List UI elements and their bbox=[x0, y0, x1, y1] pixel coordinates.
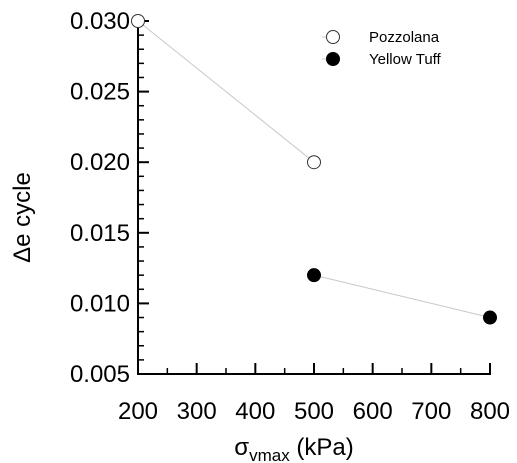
x-axis-title-symbol: σ bbox=[234, 434, 249, 461]
x-axis-title: σvmax (kPa) bbox=[234, 434, 353, 463]
x-axis-title-unit: (kPa) bbox=[290, 434, 354, 461]
x-tick-label: 300 bbox=[177, 398, 217, 425]
series-0-connector bbox=[137, 20, 315, 163]
x-tick-label: 600 bbox=[353, 398, 393, 425]
x-tick-label: 800 bbox=[470, 398, 510, 425]
x-tick-label: 200 bbox=[118, 398, 158, 425]
x-axis-title-subscript: vmax bbox=[249, 446, 290, 463]
legend-marker-yellow-tuff bbox=[326, 52, 340, 66]
legend: Pozzolana Yellow Tuff bbox=[322, 29, 442, 68]
axis-ticks bbox=[137, 20, 491, 375]
x-tick-label: 400 bbox=[235, 398, 275, 425]
tick-labels: 0.005 0.010 0.015 0.020 0.025 0.030 200 300 400 5… bbox=[70, 8, 510, 425]
y-tick-label: 0.025 bbox=[70, 79, 130, 106]
legend-label-yellow-tuff: Yellow Tuff bbox=[369, 51, 442, 68]
data-point-open bbox=[131, 14, 145, 28]
series-connectors bbox=[137, 20, 491, 319]
legend-marker-pozzolana bbox=[326, 30, 340, 44]
y-tick-label: 0.030 bbox=[70, 8, 130, 35]
y-tick-label: 0.010 bbox=[70, 290, 130, 317]
data-point-filled bbox=[307, 268, 321, 283]
axes bbox=[137, 21, 491, 375]
y-tick-label: 0.015 bbox=[70, 220, 130, 247]
y-tick-label: 0.020 bbox=[70, 149, 130, 176]
y-tick-label: 0.005 bbox=[70, 361, 130, 388]
y-axis-title: Δe cycle bbox=[9, 172, 36, 263]
data-point-filled bbox=[483, 310, 497, 325]
x-tick-label: 500 bbox=[294, 398, 334, 425]
series-1-connector bbox=[313, 274, 491, 319]
legend-entry-pozzolana: Pozzolana bbox=[322, 29, 440, 46]
data-point-open bbox=[307, 155, 321, 170]
legend-label-pozzolana: Pozzolana bbox=[369, 29, 440, 46]
legend-entry-yellow-tuff: Yellow Tuff bbox=[322, 51, 442, 68]
data-markers bbox=[131, 14, 497, 325]
x-tick-label: 700 bbox=[411, 398, 451, 425]
